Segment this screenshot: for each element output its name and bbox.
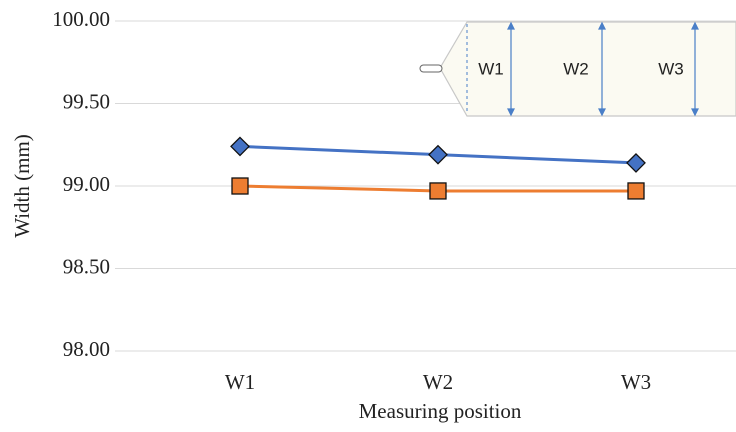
y-tick-label: 98.50 xyxy=(63,254,110,278)
inset-label: W2 xyxy=(563,59,589,78)
inset-label: W1 xyxy=(478,59,504,78)
point xyxy=(232,178,248,194)
y-tick-label: 100.00 xyxy=(52,7,110,31)
y-tick-label: 98.00 xyxy=(63,337,110,361)
x-tick-label: W1 xyxy=(225,370,255,394)
point xyxy=(430,183,446,199)
chart: W1 W2 W3 Width (mm) Measuring position 9… xyxy=(0,0,736,432)
point xyxy=(429,146,447,164)
y-tick-label: 99.50 xyxy=(63,89,110,113)
y-tick-label: 99.00 xyxy=(63,172,110,196)
x-tick-label: W2 xyxy=(423,370,453,394)
y-axis-title: Width (mm) xyxy=(10,134,34,238)
point xyxy=(231,137,249,155)
x-axis-title: Measuring position xyxy=(359,399,522,423)
x-tick-label: W3 xyxy=(621,370,651,394)
point xyxy=(628,183,644,199)
inset-diagram: W1 W2 W3 xyxy=(420,22,736,116)
inset-key xyxy=(420,65,442,72)
inset-label: W3 xyxy=(658,59,684,78)
point xyxy=(627,154,645,172)
